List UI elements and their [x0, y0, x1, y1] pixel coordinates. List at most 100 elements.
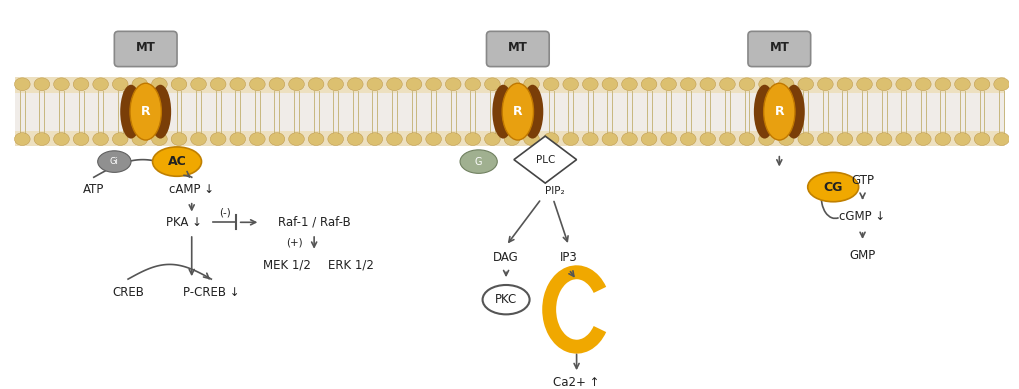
Text: (-): (-)	[219, 207, 230, 217]
Text: R: R	[773, 105, 784, 118]
Ellipse shape	[660, 78, 676, 91]
Ellipse shape	[210, 78, 226, 91]
Text: PIP₂: PIP₂	[545, 186, 565, 196]
Ellipse shape	[386, 133, 401, 145]
Ellipse shape	[98, 151, 130, 172]
Text: CREB: CREB	[112, 286, 144, 299]
Ellipse shape	[327, 133, 343, 145]
Ellipse shape	[875, 133, 891, 145]
Ellipse shape	[718, 133, 735, 145]
Ellipse shape	[120, 85, 142, 138]
Polygon shape	[514, 136, 576, 183]
Ellipse shape	[445, 78, 461, 91]
Ellipse shape	[112, 78, 128, 91]
Ellipse shape	[131, 78, 148, 91]
Ellipse shape	[308, 78, 324, 91]
Ellipse shape	[660, 133, 676, 145]
Text: IP3: IP3	[559, 251, 577, 264]
Ellipse shape	[229, 133, 246, 145]
Ellipse shape	[895, 133, 911, 145]
Ellipse shape	[954, 133, 969, 145]
Ellipse shape	[406, 78, 422, 91]
Ellipse shape	[14, 78, 31, 91]
Text: cGMP ↓: cGMP ↓	[839, 210, 884, 223]
Ellipse shape	[914, 78, 930, 91]
Ellipse shape	[171, 78, 186, 91]
Ellipse shape	[250, 78, 265, 91]
Ellipse shape	[601, 78, 618, 91]
Ellipse shape	[152, 78, 167, 91]
FancyBboxPatch shape	[747, 32, 810, 67]
Ellipse shape	[807, 172, 858, 202]
Ellipse shape	[150, 85, 171, 138]
Ellipse shape	[347, 133, 363, 145]
Ellipse shape	[492, 85, 514, 138]
Ellipse shape	[973, 78, 988, 91]
Ellipse shape	[797, 78, 813, 91]
Ellipse shape	[54, 78, 69, 91]
Ellipse shape	[484, 78, 499, 91]
Ellipse shape	[308, 133, 324, 145]
FancyBboxPatch shape	[114, 32, 177, 67]
Ellipse shape	[522, 85, 543, 138]
Ellipse shape	[93, 78, 108, 91]
Ellipse shape	[797, 133, 813, 145]
Ellipse shape	[601, 133, 618, 145]
Ellipse shape	[523, 133, 539, 145]
Text: DAG: DAG	[493, 251, 519, 264]
Ellipse shape	[73, 78, 89, 91]
Ellipse shape	[816, 133, 833, 145]
Ellipse shape	[460, 150, 497, 173]
Ellipse shape	[367, 133, 382, 145]
Ellipse shape	[425, 133, 441, 145]
Ellipse shape	[34, 78, 50, 91]
Ellipse shape	[34, 133, 50, 145]
Ellipse shape	[914, 133, 930, 145]
Bar	[15, 93, 1004, 131]
Ellipse shape	[680, 133, 695, 145]
Ellipse shape	[783, 85, 804, 138]
Text: R: R	[141, 105, 151, 118]
Ellipse shape	[465, 133, 480, 145]
Ellipse shape	[718, 78, 735, 91]
Ellipse shape	[131, 133, 148, 145]
Ellipse shape	[54, 133, 69, 145]
Ellipse shape	[837, 78, 852, 91]
Ellipse shape	[288, 78, 304, 91]
Text: MT: MT	[136, 42, 156, 54]
Ellipse shape	[14, 133, 31, 145]
Ellipse shape	[327, 78, 343, 91]
Text: R: R	[513, 105, 522, 118]
Ellipse shape	[954, 78, 969, 91]
Text: P-CREB ↓: P-CREB ↓	[182, 286, 239, 299]
Ellipse shape	[973, 133, 988, 145]
Ellipse shape	[406, 133, 422, 145]
Ellipse shape	[699, 133, 715, 145]
Bar	[15, 77, 1004, 146]
Ellipse shape	[993, 133, 1009, 145]
Text: ATP: ATP	[83, 182, 104, 196]
Ellipse shape	[523, 78, 539, 91]
Ellipse shape	[837, 133, 852, 145]
Text: Raf-1 / Raf-B: Raf-1 / Raf-B	[277, 216, 351, 229]
Ellipse shape	[777, 133, 793, 145]
Ellipse shape	[367, 78, 382, 91]
Ellipse shape	[191, 133, 206, 145]
Text: GMP: GMP	[849, 249, 875, 262]
Text: Gi: Gi	[110, 157, 118, 166]
Ellipse shape	[445, 133, 461, 145]
Ellipse shape	[129, 83, 161, 140]
Ellipse shape	[347, 78, 363, 91]
Ellipse shape	[482, 285, 529, 314]
Ellipse shape	[562, 78, 578, 91]
Ellipse shape	[856, 78, 871, 91]
Text: PKA ↓: PKA ↓	[166, 216, 202, 229]
Ellipse shape	[112, 133, 128, 145]
Ellipse shape	[641, 133, 656, 145]
Ellipse shape	[934, 78, 950, 91]
Ellipse shape	[191, 78, 206, 91]
Ellipse shape	[152, 133, 167, 145]
Ellipse shape	[153, 147, 202, 176]
Text: AC: AC	[167, 155, 186, 168]
Ellipse shape	[250, 133, 265, 145]
